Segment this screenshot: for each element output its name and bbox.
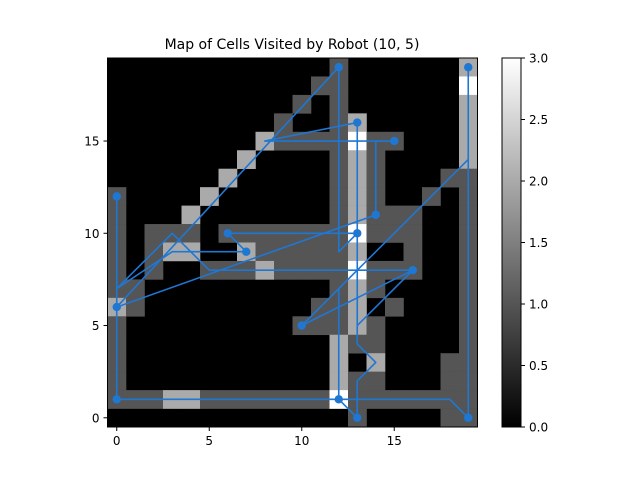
waypoint-marker <box>334 395 343 404</box>
colorbar-tick-label: 1.0 <box>529 298 548 312</box>
heatmap-cell <box>292 242 312 262</box>
waypoint-marker <box>464 413 473 422</box>
colorbar-tick-label: 0.5 <box>529 359 548 373</box>
heatmap-cell <box>311 316 330 336</box>
waypoint-marker <box>371 210 380 220</box>
waypoint-marker <box>390 136 399 146</box>
chart-title: Map of Cells Visited by Robot (10, 5) <box>165 37 420 53</box>
waypoint-marker <box>464 63 473 72</box>
heatmap-cell <box>385 297 404 317</box>
heatmap-cell <box>181 205 201 225</box>
waypoint-marker <box>353 229 362 238</box>
robot-path <box>112 63 473 422</box>
axes: 0 5 10 15 0 5 10 15 <box>84 57 478 448</box>
heatmap-cell <box>311 242 330 262</box>
x-tick-label: 0 <box>113 434 121 448</box>
path-line <box>115 66 470 419</box>
heatmap-cell <box>366 316 386 336</box>
heatmap-cell <box>274 242 293 262</box>
heatmap-cell <box>366 371 386 391</box>
heatmap-cell <box>366 224 386 243</box>
heatmap-cell <box>403 242 423 262</box>
heatmap-cell <box>274 113 293 133</box>
waypoint-marker <box>112 192 121 201</box>
waypoint-marker <box>334 63 343 72</box>
heatmap-cell <box>181 224 201 243</box>
y-tick-label: 15 <box>84 135 99 149</box>
waypoint-marker <box>297 321 306 330</box>
waypoint-marker <box>242 247 251 256</box>
y-tick-label: 0 <box>92 411 100 425</box>
waypoint-marker <box>408 265 417 275</box>
heatmap-cell <box>200 187 219 206</box>
heatmap-cell <box>292 94 312 114</box>
heatmap-cell <box>385 205 404 225</box>
colorbar-bar <box>501 57 522 428</box>
heatmap-cell <box>403 224 423 243</box>
heatmap-cell <box>144 224 164 243</box>
y-tick-label: 10 <box>84 227 99 241</box>
heatmap-cell <box>237 150 256 169</box>
waypoint-marker <box>112 302 121 312</box>
waypoint-marker <box>353 413 362 422</box>
x-tick-label: 15 <box>387 434 402 448</box>
waypoint-marker <box>353 118 362 127</box>
heatmap-cell <box>366 334 386 354</box>
heatmap-cell <box>144 260 164 280</box>
colorbar-tick-label: 0.0 <box>529 421 548 435</box>
colorbar: 0.0 0.5 1.0 1.5 2.0 2.5 3.0 <box>501 52 548 435</box>
heatmap-cell <box>218 168 238 188</box>
waypoint-marker <box>112 395 121 404</box>
heatmap-cell <box>440 371 460 391</box>
colorbar-tick-label: 2.5 <box>529 113 548 127</box>
x-tick-label: 10 <box>294 434 309 448</box>
heatmap-cell <box>440 353 460 372</box>
heatmap-cell <box>126 279 145 299</box>
heatmap-cell <box>440 408 460 428</box>
colorbar-tick-label: 3.0 <box>529 52 548 66</box>
colorbar-tick-label: 2.0 <box>529 175 548 189</box>
x-tick-label: 5 <box>205 434 213 448</box>
axes-frame <box>107 57 478 428</box>
waypoint-marker <box>223 229 232 238</box>
y-tick-label: 5 <box>92 319 100 333</box>
colorbar-tick-label: 1.5 <box>529 236 548 250</box>
